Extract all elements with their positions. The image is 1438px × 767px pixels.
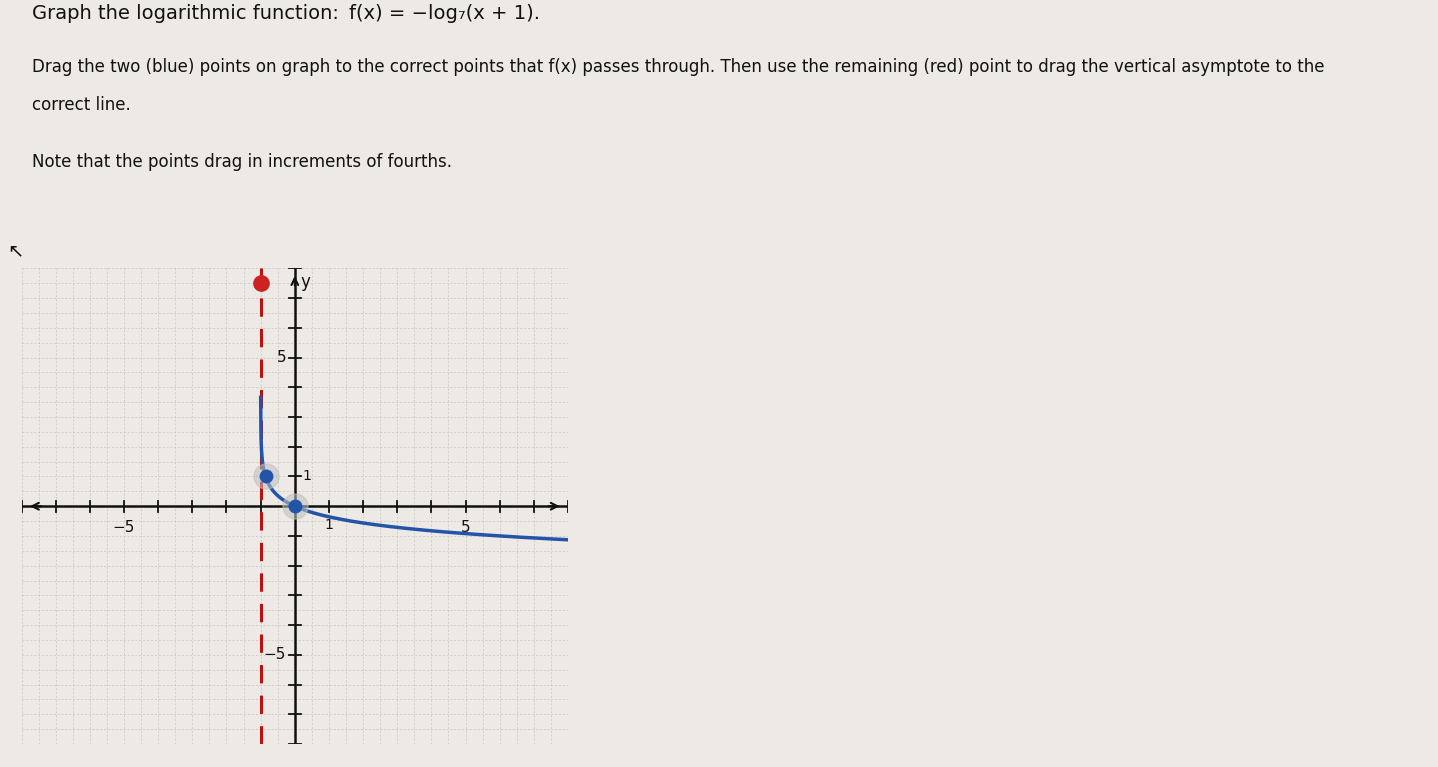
Text: −5: −5 [112, 519, 135, 535]
Text: Graph the logarithmic function:  f(x) = −log₇(x + 1).: Graph the logarithmic function: f(x) = −… [32, 4, 539, 23]
Text: correct line.: correct line. [32, 96, 131, 114]
Text: 5: 5 [460, 519, 470, 535]
Text: Note that the points drag in increments of fourths.: Note that the points drag in increments … [32, 153, 452, 171]
Text: 1: 1 [325, 518, 334, 532]
Text: 5: 5 [276, 350, 286, 365]
Text: 1: 1 [302, 469, 311, 483]
Text: −5: −5 [265, 647, 286, 663]
Text: Drag the two (blue) points on graph to the correct points that f(x) passes throu: Drag the two (blue) points on graph to t… [32, 58, 1324, 75]
Text: y: y [301, 274, 311, 291]
Text: ↖: ↖ [7, 242, 23, 261]
